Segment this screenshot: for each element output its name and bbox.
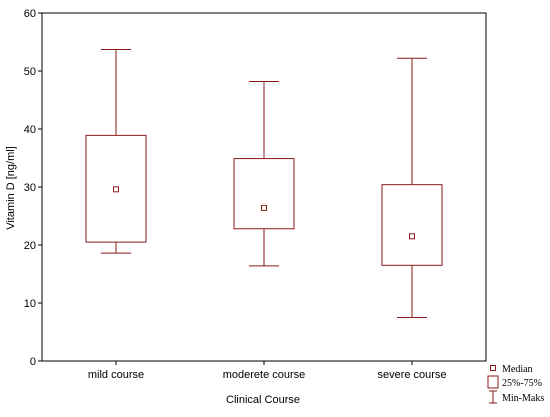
y-tick-label: 10 bbox=[24, 298, 36, 310]
box-group bbox=[233, 80, 295, 267]
y-tick-label: 60 bbox=[24, 8, 36, 20]
y-tick-label: 40 bbox=[24, 124, 36, 136]
y-tick-label: 30 bbox=[24, 182, 36, 194]
box-group bbox=[85, 49, 147, 254]
legend-box-swatch bbox=[487, 375, 499, 389]
iqr-box bbox=[381, 184, 443, 266]
median-marker bbox=[113, 186, 119, 193]
legend: Median 25%-75% Min-Maks bbox=[487, 364, 544, 404]
y-tick-label: 0 bbox=[30, 356, 36, 368]
y-tick-label: 20 bbox=[24, 240, 36, 252]
y-tick-label: 50 bbox=[24, 66, 36, 78]
x-ticks: mild course moderete course severe course bbox=[88, 361, 447, 381]
box-group bbox=[381, 57, 443, 318]
median-marker bbox=[409, 233, 415, 240]
legend-label: 25%-75% bbox=[502, 378, 542, 389]
x-tick-label: severe course bbox=[377, 369, 446, 381]
y-ticks: 0 10 20 30 40 50 60 bbox=[24, 8, 42, 368]
legend-label: Median bbox=[502, 364, 533, 375]
y-axis-label: Vitamin D [ng/ml] bbox=[5, 146, 17, 230]
boxes bbox=[85, 49, 443, 318]
legend-label: Min-Maks bbox=[502, 393, 544, 404]
iqr-box bbox=[233, 158, 295, 230]
x-tick-label: moderete course bbox=[223, 369, 306, 381]
x-axis-label: Clinical Course bbox=[226, 394, 300, 406]
x-tick-label: mild course bbox=[88, 369, 144, 381]
median-marker bbox=[261, 204, 267, 211]
legend-median-swatch bbox=[490, 365, 496, 371]
